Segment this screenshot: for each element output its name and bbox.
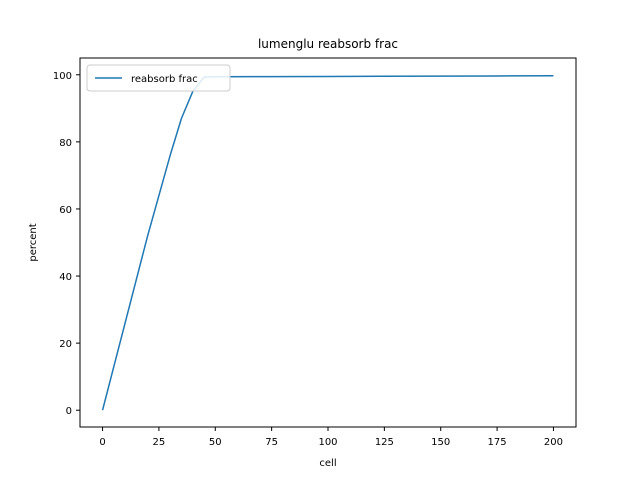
legend-box — [86, 64, 231, 92]
x-tick-label: 0 — [99, 437, 105, 448]
x-axis: 0 25 50 75 100 125 150 175 200 — [99, 427, 563, 448]
x-tick-label: 125 — [375, 437, 394, 448]
y-tick-label: 20 — [59, 339, 72, 350]
x-tick-label: 25 — [153, 437, 166, 448]
series-layer — [101, 75, 554, 411]
y-axis-label: percent — [28, 223, 39, 261]
x-tick-label: 150 — [431, 437, 450, 448]
x-tick-label: 75 — [265, 437, 278, 448]
y-tick-label: 0 — [66, 406, 72, 417]
plot-area — [79, 57, 577, 428]
y-tick-label: 60 — [59, 205, 72, 216]
legend: reabsorb frac — [86, 64, 231, 92]
chart-title: lumenglu reabsorb frac — [258, 37, 398, 51]
legend-label: reabsorb frac — [131, 74, 198, 85]
x-tick-label: 200 — [544, 437, 563, 448]
x-tick-label: 100 — [318, 437, 337, 448]
y-tick-label: 40 — [59, 272, 72, 283]
x-tick-label: 175 — [488, 437, 507, 448]
y-tick-label: 100 — [53, 71, 72, 82]
x-tick-label: 50 — [209, 437, 222, 448]
y-axis: 0 20 40 60 80 100 — [53, 71, 80, 417]
x-axis-label: cell — [319, 458, 336, 469]
y-tick-label: 80 — [59, 138, 72, 149]
series-line — [101, 75, 554, 411]
